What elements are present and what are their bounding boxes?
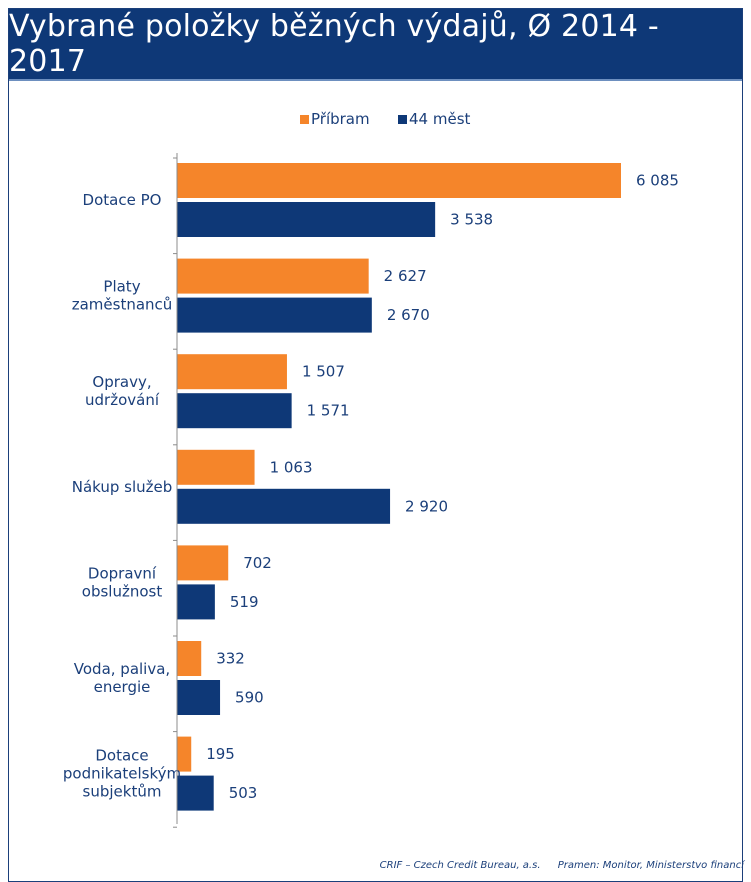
data-label: 1 571 (307, 402, 350, 420)
bar (177, 354, 287, 390)
category-label-line: Dotace PO (83, 191, 162, 209)
bar (177, 258, 369, 294)
bar (177, 641, 202, 676)
category-label-line: obslužnost (82, 582, 163, 600)
category-label: Dotace PO (83, 191, 162, 209)
category-label: Dotace podnikatelským subjektům (63, 747, 181, 801)
data-label: 1 063 (270, 458, 313, 476)
bar (177, 202, 436, 237)
footer: CRIF – Czech Credit Bureau, a.s. Pramen:… (9, 860, 744, 871)
legend-swatch (398, 115, 407, 124)
bar (177, 163, 621, 198)
category-label: Platy zaměstnanců (72, 278, 173, 314)
footer-company: CRIF – Czech Credit Bureau, a.s. (379, 860, 541, 871)
category-label-line: Nákup služeb (72, 478, 173, 496)
data-label: 2 670 (387, 306, 430, 324)
bar (177, 775, 214, 811)
legend-swatch (300, 115, 309, 124)
category-label: Nákup služeb (72, 478, 173, 496)
legend-label: Příbram (311, 110, 370, 128)
legend: Příbram 44 měst (300, 110, 471, 128)
category-label-line: udržování (85, 391, 160, 409)
bar (177, 680, 221, 715)
data-label: 195 (206, 745, 235, 763)
data-label: 503 (229, 784, 258, 802)
category-label-line: Voda, paliva, (74, 660, 170, 678)
category-label-line: podnikatelským (63, 765, 181, 783)
category-label-line: Dotace (95, 747, 148, 765)
title-divider (9, 79, 742, 81)
data-label: 702 (243, 554, 272, 572)
data-label: 590 (235, 689, 264, 707)
data-label: 3 538 (450, 211, 493, 229)
category-label: Voda, paliva, energie (74, 660, 170, 696)
category-label: Opravy, udržování (85, 373, 160, 409)
category-label-line: Opravy, (92, 373, 151, 391)
category-label-line: zaměstnanců (72, 296, 173, 314)
data-label: 2 920 (405, 497, 448, 515)
bar-chart: Příbram 44 měst 6 085 3 538 Dotace PO 2 627 2 … (63, 110, 679, 828)
category-label-line: energie (94, 678, 151, 696)
footer-source: Pramen: Monitor, Ministerstvo financí (557, 860, 744, 871)
bar (177, 297, 372, 333)
chart-frame: Vybrané položky běžných výdajů, Ø 2014 -… (8, 8, 744, 882)
data-label: 1 507 (302, 363, 345, 381)
bar (177, 584, 215, 620)
data-label: 519 (230, 593, 259, 611)
bar (177, 449, 255, 485)
data-label: 2 627 (384, 267, 427, 285)
data-label: 6 085 (636, 172, 679, 190)
data-label: 332 (216, 650, 245, 668)
bar (177, 736, 192, 772)
category-label-line: Platy (103, 278, 140, 296)
category-label-line: subjektům (83, 783, 162, 801)
bar (177, 393, 292, 429)
bar (177, 488, 391, 524)
category-label-line: Dopravní (88, 564, 157, 582)
category-label: Dopravní obslužnost (82, 564, 163, 600)
legend-label: 44 měst (409, 110, 471, 128)
page-title: Vybrané položky běžných výdajů, Ø 2014 -… (9, 9, 742, 79)
bar (177, 545, 229, 581)
